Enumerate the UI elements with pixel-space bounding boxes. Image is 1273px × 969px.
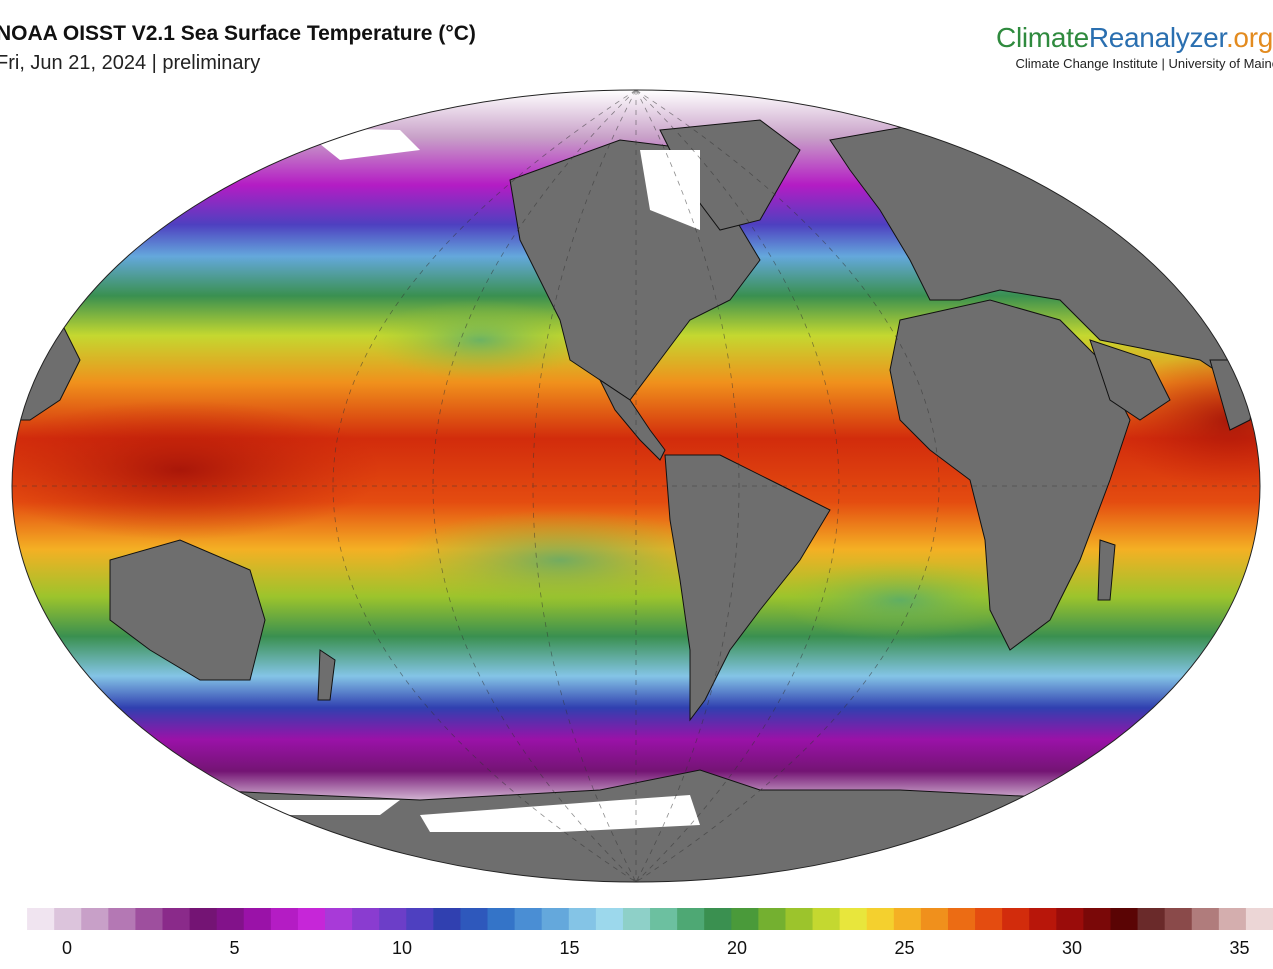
- brand-subtitle: Climate Change Institute | University of…: [1015, 56, 1273, 71]
- colorbar-swatch: [81, 908, 109, 930]
- colorbar-swatch: [622, 908, 651, 930]
- colorbar-swatch: [54, 908, 82, 930]
- colorbar-swatch: [1137, 908, 1166, 930]
- colorbar-swatch: [297, 908, 326, 930]
- colorbar-swatch: [677, 908, 705, 930]
- colorbar-swatch: [785, 908, 814, 930]
- colorbar-swatch: [487, 908, 516, 930]
- colorbar-swatch: [243, 908, 272, 930]
- colorbar-tick-label: 25: [894, 938, 915, 958]
- colorbar-swatch: [1002, 908, 1030, 930]
- colorbar-swatch: [758, 908, 787, 930]
- colorbar-swatch: [839, 908, 868, 930]
- colorbar-tick-labels: 0 5 10 15 20 25 30 35: [0, 938, 1273, 962]
- globe-outline: [11, 89, 1261, 883]
- colorbar-swatch: [162, 908, 191, 930]
- colorbar-swatch: [1191, 908, 1220, 930]
- colorbar-tick-label: 0: [61, 938, 73, 958]
- colorbar-swatch: [1029, 908, 1057, 930]
- colorbar-swatch: [1245, 908, 1273, 930]
- colorbar-tick-label: 30: [1061, 938, 1083, 958]
- colorbar-swatch: [893, 908, 922, 930]
- brand-logo-text[interactable]: ClimateReanalyzer.org: [996, 22, 1273, 54]
- colorbar-swatch: [568, 908, 597, 930]
- colorbar-swatch: [189, 908, 218, 930]
- colorbar-swatch: [731, 908, 759, 930]
- colorbar-swatch: [1083, 908, 1112, 930]
- colorbar-swatch: [595, 908, 624, 930]
- colorbar-tick-label: 15: [559, 938, 580, 958]
- colorbar-swatch: [270, 908, 299, 930]
- colorbar-swatch: [108, 908, 137, 930]
- colorbar-swatch: [460, 908, 489, 930]
- colorbar-swatch: [704, 908, 732, 930]
- ocean-layer: [12, 90, 1260, 882]
- colorbar-tick-label: 10: [391, 938, 413, 958]
- colorbar-tick-label: 5: [229, 938, 240, 958]
- colorbar-swatch: [866, 908, 895, 930]
- colorbar-swatch: [379, 908, 407, 930]
- land-layer: [12, 109, 1260, 882]
- colorbar-swatch: [406, 908, 434, 930]
- graticule: [12, 90, 1260, 882]
- colorbar-swatch: [135, 908, 164, 930]
- colorbar-swatch: [541, 908, 570, 930]
- ice-layer: [240, 128, 700, 832]
- colorbar-swatch: [1218, 908, 1247, 930]
- colorbar-tick-label: 35: [1229, 938, 1250, 958]
- brand-name-part2: Reanalyzer: [1088, 22, 1226, 53]
- colorbar-swatch: [0, 908, 28, 930]
- brand-name-part3: .org: [1225, 22, 1273, 53]
- colorbar-swatch: [920, 908, 949, 930]
- colorbar-swatch: [325, 908, 353, 930]
- colorbar-swatch: [514, 908, 543, 930]
- colorbar-swatch: [216, 908, 245, 930]
- colorbar-swatch: [650, 908, 678, 930]
- colorbar-swatch: [352, 908, 380, 930]
- colorbar-swatch: [27, 908, 55, 930]
- brand-block: ClimateReanalyzer.org Climate Change Ins…: [996, 22, 1273, 71]
- colorbar-swatch: [812, 908, 841, 930]
- colorbar-swatch: [1164, 908, 1193, 930]
- colorbar: [0, 908, 1273, 930]
- brand-name-part1: Climate: [996, 22, 1089, 53]
- colorbar-swatch: [947, 908, 976, 930]
- map-date-subtitle: Fri, Jun 21, 2024 | preliminary: [0, 52, 261, 74]
- colorbar-swatch: [433, 908, 462, 930]
- colorbar-swatch: [1110, 908, 1139, 930]
- map-title: NOAA OISST V2.1 Sea Surface Temperature …: [0, 22, 476, 45]
- colorbar-swatch: [975, 908, 1003, 930]
- colorbar-tick-label: 20: [726, 938, 748, 958]
- colorbar-swatch: [1056, 908, 1085, 930]
